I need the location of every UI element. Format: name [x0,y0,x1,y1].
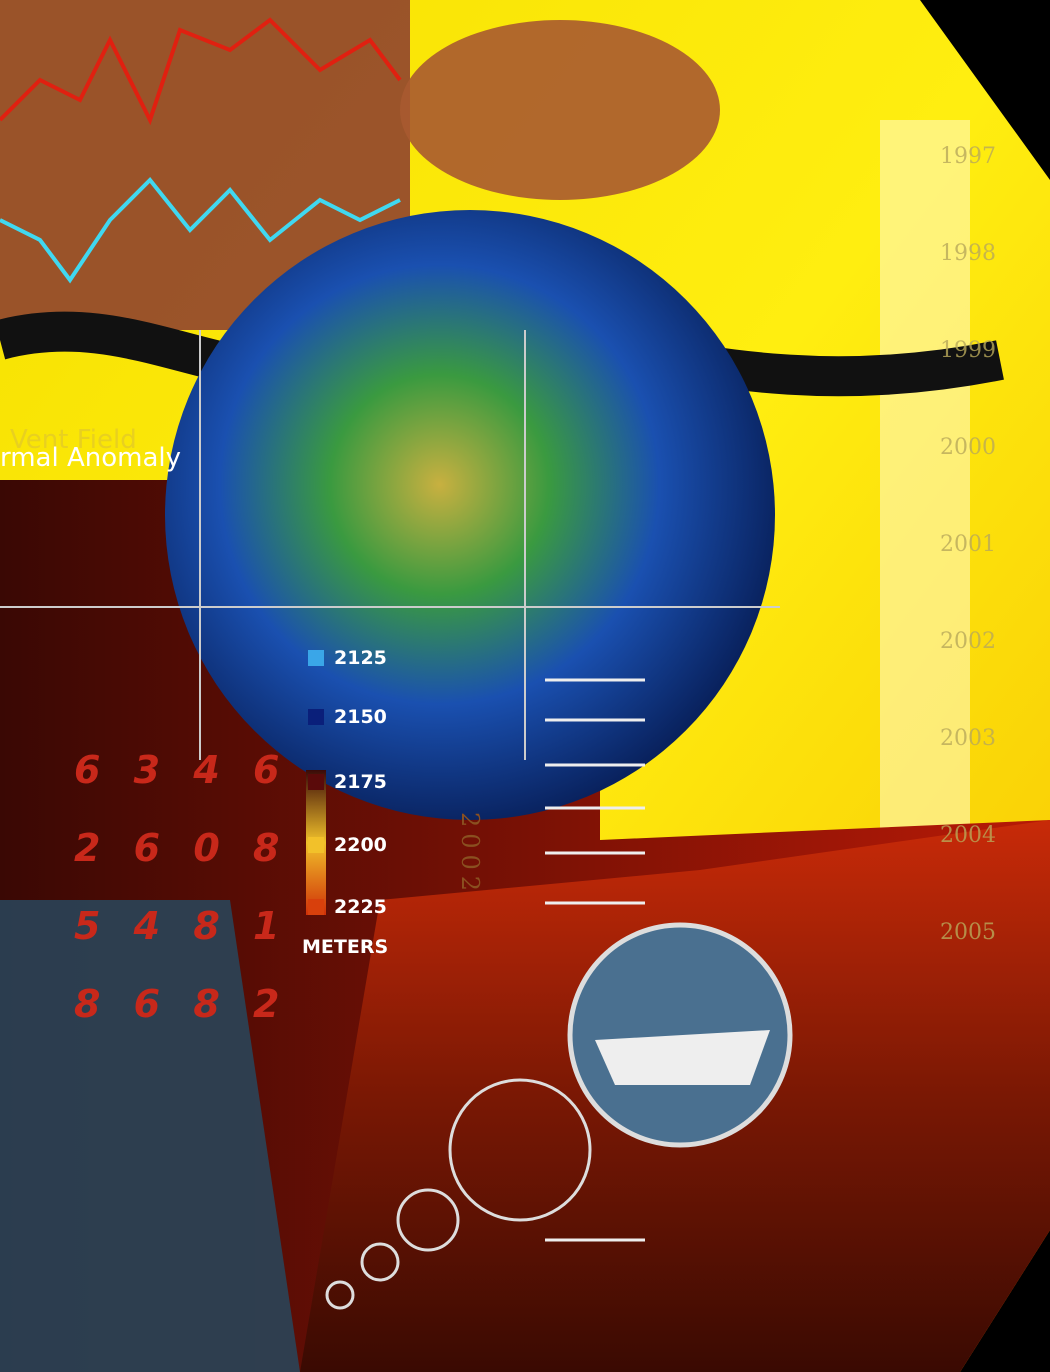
year-label: 2000 [940,435,996,460]
bubbles [325,1078,592,1310]
year-label: 1998 [940,241,996,266]
legend-swatch [308,650,324,666]
units-label: METERS [302,936,388,958]
legend-swatch [308,774,324,790]
vent-plume [0,900,300,1372]
red-number: 2 6 0 8 [74,826,289,870]
storm [400,20,720,200]
legend-label: 2200 [334,834,387,856]
year-label: 2004 [940,823,996,848]
dynamic-labels: 1997 1998 1999 2000 2001 2002 2003 2004 2005 2125… [74,144,996,1026]
year-label: 2003 [940,726,996,751]
year-label: 1999 [940,338,996,363]
globe [165,210,775,820]
vertical-year: 2002 [456,812,484,897]
legend-label: 2225 [334,896,387,918]
legend-swatch [308,899,324,915]
year-label: 1997 [940,144,996,169]
red-number: 8 6 8 2 [74,982,289,1026]
legend-label: 2125 [334,647,387,669]
year-label: 2002 [940,629,996,654]
legend-label: 2150 [334,706,387,728]
legend-swatch [308,837,324,853]
red-trace [0,17,402,126]
year-label: 2005 [940,920,996,945]
arrows [545,678,645,1242]
anomaly-label: rmal Anomaly [0,443,181,473]
cyan-trace [0,177,401,284]
legend-swatch [308,709,324,725]
vent-field-label: Vent Field [10,425,137,455]
red-number: 5 4 8 1 [74,904,289,948]
year-label: 2001 [940,532,996,557]
ship-photo [567,922,793,1148]
ship [595,1030,770,1085]
legend-label: 2175 [334,771,387,793]
red-number: 6 3 4 6 [74,748,289,792]
